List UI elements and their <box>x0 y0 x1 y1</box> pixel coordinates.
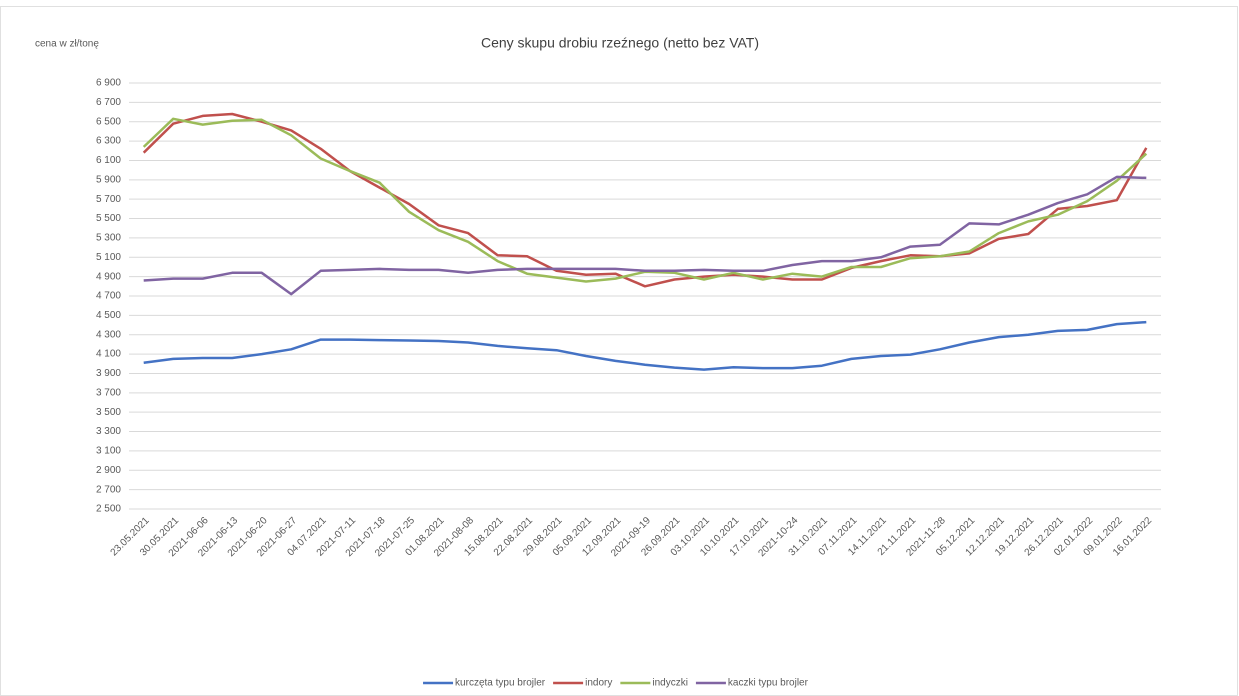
y-tick-label: 6 900 <box>96 78 121 89</box>
chart-border <box>0 6 1238 696</box>
y-tick-label: 5 100 <box>96 252 121 263</box>
y-tick-label: 6 500 <box>96 116 121 127</box>
y-tick-label: 3 900 <box>96 368 121 379</box>
y-tick-label: 4 300 <box>96 329 121 340</box>
y-tick-label: 5 500 <box>96 213 121 224</box>
y-tick-label: 4 900 <box>96 271 121 282</box>
y-tick-label: 6 300 <box>96 136 121 147</box>
series-line <box>143 175 1147 296</box>
y-tick-label: 4 500 <box>96 310 121 321</box>
y-tick-label: 2 900 <box>96 465 121 476</box>
y-tick-label: 3 300 <box>96 426 121 437</box>
y-tick-label: 3 700 <box>96 387 121 398</box>
chart-title: Ceny skupu drobiu rzeźnego (netto bez VA… <box>481 35 759 51</box>
legend-label: indyczki <box>652 678 688 689</box>
y-tick-label: 2 500 <box>96 504 121 515</box>
legend: kurczęta typu brojler indory indyczki kaczk… <box>423 678 809 689</box>
legend-label: indory <box>585 678 612 689</box>
legend-label: kurczęta typu brojler <box>455 678 546 689</box>
series-line <box>142 112 1148 288</box>
legend-label: kaczki typu brojler <box>728 678 809 689</box>
y-tick-label: 5 300 <box>96 233 121 244</box>
y-tick-label: 3 100 <box>96 446 121 457</box>
y-tick-label: 6 100 <box>96 155 121 166</box>
y-tick-label: 5 700 <box>96 194 121 205</box>
y-tick-label: 3 500 <box>96 407 121 418</box>
y-tick-label: 4 100 <box>96 349 121 360</box>
y-axis-label: cena w zł/tonę <box>35 39 99 50</box>
y-tick-label: 4 700 <box>96 291 121 302</box>
series-line <box>143 320 1147 371</box>
y-tick-label: 2 700 <box>96 484 121 495</box>
y-tick-label: 5 900 <box>96 174 121 185</box>
y-tick-label: 6 700 <box>96 97 121 108</box>
